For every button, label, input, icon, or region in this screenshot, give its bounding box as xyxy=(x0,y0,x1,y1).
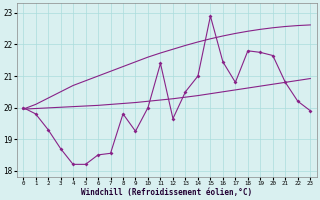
X-axis label: Windchill (Refroidissement éolien,°C): Windchill (Refroidissement éolien,°C) xyxy=(81,188,252,197)
